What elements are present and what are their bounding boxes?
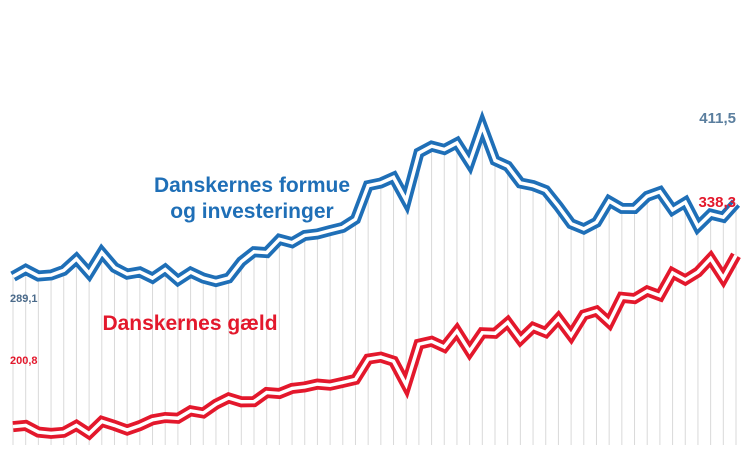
series-line-highlight-0 <box>12 121 738 284</box>
series-line-1 <box>12 249 741 441</box>
start-value-label-gaeld: 200,8 <box>10 355 38 367</box>
vertical-gridlines <box>12 126 737 445</box>
start-value-label-formue: 289,1 <box>10 293 38 305</box>
series-lines <box>10 110 741 441</box>
series-line-0 <box>10 110 741 288</box>
end-value-label-formue: 411,5 <box>699 110 736 127</box>
series-line-highlight-1 <box>12 254 738 436</box>
series-label-formue-line2: og investeringer <box>170 200 333 223</box>
series-label-formue-line1: Danskernes formue <box>154 174 350 197</box>
series-label-gaeld: Danskernes gæld <box>102 312 277 335</box>
end-value-label-gaeld: 338,3 <box>698 194 736 211</box>
